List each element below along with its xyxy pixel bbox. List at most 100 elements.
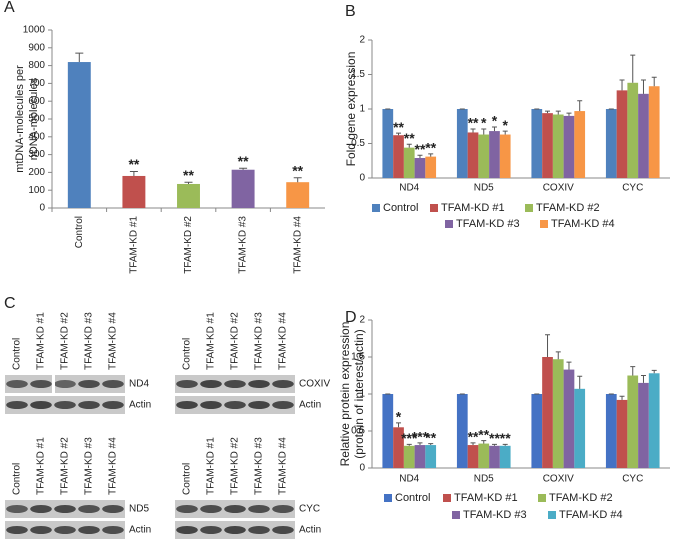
y-tick-label: 0 [39, 203, 45, 214]
significance: ** [468, 429, 479, 445]
blot-band [30, 380, 52, 388]
bar [489, 445, 500, 468]
error-bar [577, 100, 583, 112]
error-bar [555, 110, 561, 115]
legend-label: TFAM-KD #4 [559, 509, 623, 521]
bar [563, 369, 575, 468]
bar [627, 375, 639, 468]
panel-letter: B [345, 3, 356, 20]
bar [574, 388, 586, 468]
blot-band [54, 526, 76, 534]
blot-band [200, 401, 222, 409]
error-bar [481, 440, 487, 444]
blot-band [176, 401, 198, 409]
significance: ** [500, 430, 511, 446]
error-bar [651, 76, 657, 87]
error-bar [470, 442, 476, 446]
bar [231, 169, 255, 208]
legend-swatch [445, 220, 453, 228]
error-bar [630, 366, 636, 376]
x-tick-label: CYC [622, 183, 643, 194]
blot-band [248, 380, 270, 388]
x-tick-label: TFAM-KD #1 [129, 216, 140, 274]
significance: ** [238, 153, 249, 169]
legend-swatch [452, 511, 460, 519]
lane-label: TFAM-KD #3 [254, 437, 265, 495]
bar [499, 445, 511, 468]
lane-label: Control [182, 338, 193, 370]
error-bar [630, 54, 636, 83]
error-bar [129, 171, 138, 176]
blot-band [248, 401, 270, 409]
blot-band [200, 380, 222, 388]
error-bar [417, 442, 423, 446]
bar [467, 132, 479, 178]
blot-band [54, 401, 76, 409]
blot-band [272, 401, 294, 409]
bar [414, 445, 426, 468]
x-tick-label: TFAM-KD #2 [183, 216, 194, 274]
bar [467, 445, 479, 468]
lane-label: TFAM-KD #1 [36, 312, 47, 370]
legend-label: TFAM-KD #2 [549, 492, 613, 504]
blot-band [6, 505, 28, 513]
bar [286, 182, 310, 208]
legend-swatch [372, 204, 380, 212]
blot-band [200, 526, 222, 534]
error-bar [491, 443, 497, 446]
bar [616, 399, 628, 468]
panel-letter: C [4, 295, 16, 312]
lane-label: TFAM-KD #1 [206, 437, 217, 495]
significance: * [481, 115, 487, 131]
bar [531, 394, 543, 468]
lane-label: TFAM-KD #4 [278, 312, 289, 370]
error-bar [555, 351, 561, 360]
bar [425, 445, 437, 468]
blot-band [30, 526, 52, 534]
error-bar [640, 375, 646, 383]
bar [403, 147, 415, 178]
x-tick-label: ND4 [399, 474, 419, 485]
bar [382, 109, 394, 178]
bar [638, 93, 649, 178]
blot-band [224, 401, 246, 409]
band-label: Actin [299, 400, 321, 411]
error-bar [491, 126, 497, 132]
blot-band [248, 505, 270, 513]
lane-label: TFAM-KD #2 [230, 437, 241, 495]
y-tick-label: 1.5 [351, 69, 365, 80]
bar [563, 115, 575, 178]
legend-swatch [443, 494, 451, 502]
legend-swatch [430, 204, 438, 212]
lane-label: TFAM-KD #4 [108, 312, 119, 370]
bar [648, 86, 660, 178]
y-tick-label: 1.5 [351, 352, 365, 363]
panel-letter: A [4, 0, 15, 16]
bar [616, 90, 628, 178]
y-tick-label: 1 [359, 389, 365, 400]
bar [552, 114, 564, 178]
blot-band [102, 526, 124, 534]
y-tick-label: 0.5 [351, 426, 365, 437]
blot-band [248, 526, 270, 534]
blot-band [102, 401, 124, 409]
legend-label: TFAM-KD #1 [441, 202, 505, 214]
bar [393, 135, 404, 178]
significance: ** [393, 119, 404, 135]
significance: *** [401, 430, 418, 446]
blot-band [102, 380, 124, 388]
error-bar [396, 132, 402, 136]
bar [605, 109, 617, 178]
y-axis-label: mtDNA-molecules per [14, 65, 26, 173]
y-tick-label: 900 [28, 42, 45, 53]
bar [478, 134, 490, 178]
band-label: CYC [299, 504, 320, 515]
error-bar [75, 52, 84, 63]
legend-label: TFAM-KD #4 [551, 218, 615, 230]
error-bar [502, 443, 508, 446]
blot-band [272, 380, 294, 388]
error-bar [239, 167, 248, 170]
error-bar [470, 128, 476, 133]
band-label: Actin [129, 525, 151, 536]
error-bar [428, 153, 434, 157]
